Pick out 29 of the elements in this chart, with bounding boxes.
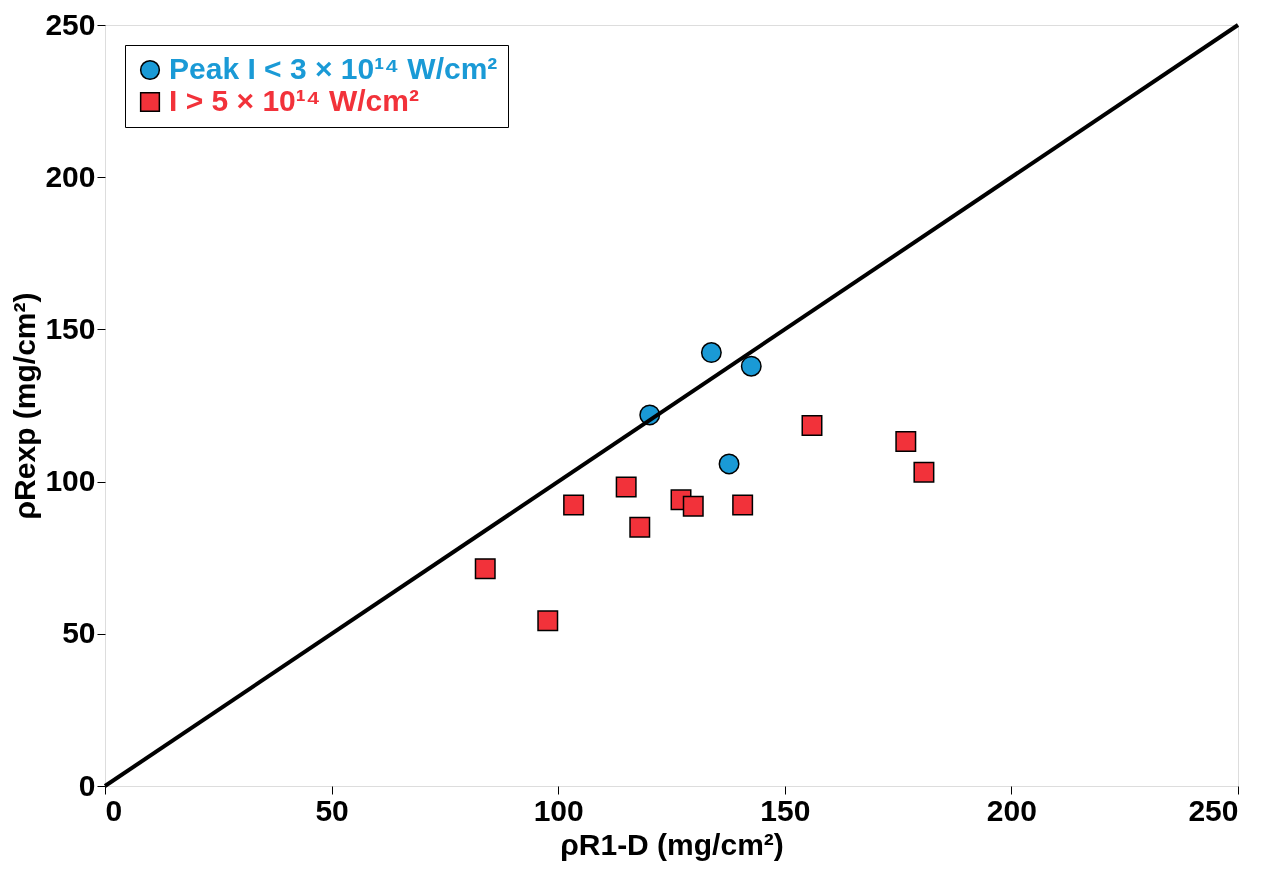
legend-label: I > 5 × 10¹⁴ W/cm² xyxy=(169,84,419,117)
point xyxy=(913,461,935,483)
x-tick-label: 250 xyxy=(1188,793,1239,827)
point xyxy=(718,453,740,475)
y-tick-label: 200 xyxy=(45,159,96,193)
y-tick-label: 100 xyxy=(45,464,96,498)
x-tick-label: 200 xyxy=(986,793,1037,827)
point xyxy=(801,415,823,437)
point xyxy=(682,495,704,517)
x-tick-label: 50 xyxy=(315,793,349,827)
x-axis-title: ρR1-D (mg/cm²) xyxy=(560,827,784,861)
y-axis-title: ρRexp (mg/cm²) xyxy=(8,292,42,520)
y-tick-label: 0 xyxy=(78,768,96,802)
legend-label: Peak I < 3 × 10¹⁴ W/cm² xyxy=(169,52,498,85)
x-tick-label: 100 xyxy=(533,793,584,827)
point xyxy=(563,494,585,516)
x-tick-label: 150 xyxy=(760,793,811,827)
point xyxy=(615,476,637,498)
y-tick-label: 50 xyxy=(62,616,96,650)
point xyxy=(537,610,559,632)
point xyxy=(740,355,762,377)
x-tick-label: 0 xyxy=(105,793,123,827)
point xyxy=(732,494,754,516)
point xyxy=(895,430,917,452)
y-tick-label: 150 xyxy=(45,311,96,345)
y-tick-label: 250 xyxy=(45,7,96,41)
point xyxy=(474,558,496,580)
point xyxy=(700,342,722,364)
point xyxy=(629,516,651,538)
